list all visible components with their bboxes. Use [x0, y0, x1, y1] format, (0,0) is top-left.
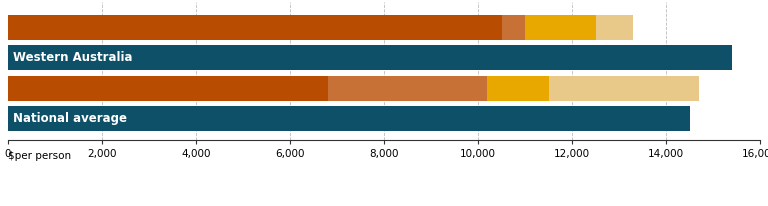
Bar [488, 76, 548, 101]
Bar [8, 106, 690, 131]
Bar [596, 15, 634, 40]
Text: Western Australia: Western Australia [13, 51, 133, 64]
Bar [548, 76, 699, 101]
Bar [525, 15, 596, 40]
Text: $per person: $per person [8, 151, 71, 161]
Bar [502, 15, 525, 40]
Bar [8, 76, 327, 101]
Bar [8, 15, 502, 40]
Bar [327, 76, 488, 101]
Bar [8, 45, 732, 70]
Text: National average: National average [13, 112, 127, 125]
